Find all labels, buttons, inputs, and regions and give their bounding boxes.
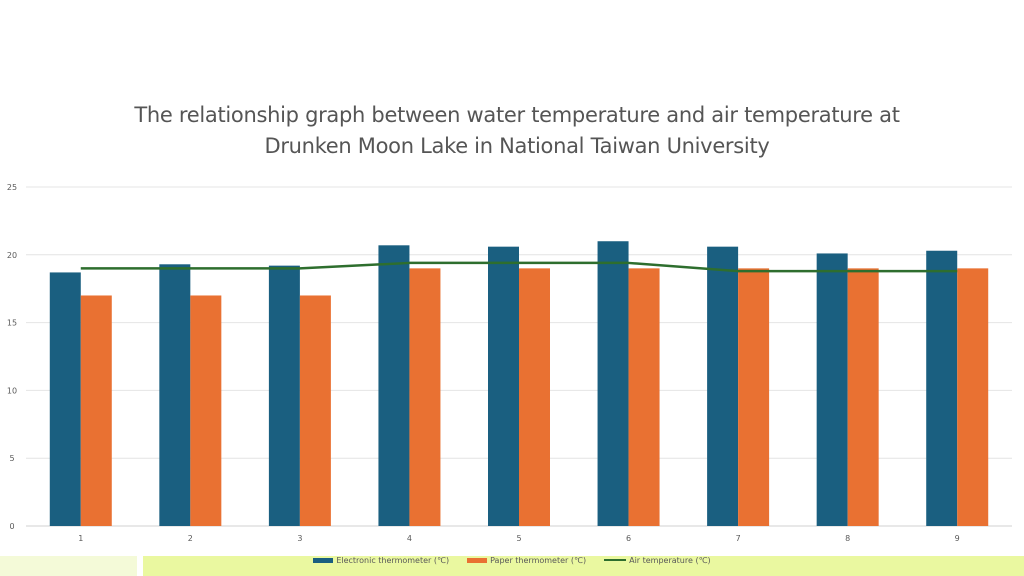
x-tick-label: 6 bbox=[626, 534, 631, 543]
bar-paper bbox=[409, 268, 441, 526]
bar-electronic bbox=[159, 264, 191, 526]
x-tick-label: 2 bbox=[188, 534, 193, 543]
bar-electronic bbox=[707, 246, 739, 526]
x-tick-label: 8 bbox=[845, 534, 850, 543]
y-tick-label: 10 bbox=[7, 386, 17, 395]
chart-title-line-1: The relationship graph between water tem… bbox=[134, 103, 900, 127]
bar-electronic bbox=[597, 241, 629, 527]
x-tick-label: 5 bbox=[516, 534, 521, 543]
legend-swatch-paper bbox=[467, 557, 488, 563]
bar-electronic bbox=[816, 253, 848, 526]
bar-electronic bbox=[488, 246, 519, 526]
legend-swatch-air bbox=[604, 559, 627, 561]
legend-item-electronic: Electronic thermometer (℃) bbox=[313, 556, 449, 565]
legend-label-air: Air temperature (℃) bbox=[629, 555, 711, 565]
bar-electronic bbox=[49, 272, 81, 526]
bar-paper bbox=[80, 295, 112, 526]
y-tick-label: 0 bbox=[9, 522, 14, 531]
x-tick-label: 9 bbox=[955, 534, 960, 543]
x-tick-label: 4 bbox=[407, 534, 412, 543]
bar-paper bbox=[628, 268, 660, 526]
footer-band-left bbox=[0, 556, 137, 576]
legend-swatch-electronic bbox=[313, 557, 334, 563]
bar-electronic bbox=[926, 250, 958, 526]
line-air-temperature bbox=[80, 261, 958, 273]
bar-paper bbox=[957, 268, 989, 526]
bar-paper bbox=[190, 295, 222, 526]
y-tick-label: 5 bbox=[9, 454, 14, 463]
bar-paper bbox=[738, 268, 770, 526]
y-tick-label: 20 bbox=[7, 251, 17, 260]
x-tick-label: 7 bbox=[736, 534, 741, 543]
legend-item-air: Air temperature (℃) bbox=[604, 556, 711, 565]
bar-electronic bbox=[378, 245, 410, 527]
y-tick-label: 25 bbox=[7, 183, 17, 192]
legend-label-electronic: Electronic thermometer (℃) bbox=[336, 555, 450, 565]
chart-title-line-2: Drunken Moon Lake in National Taiwan Uni… bbox=[264, 134, 770, 158]
legend-label-paper: Paper thermometer (℃) bbox=[490, 555, 587, 565]
legend-item-paper: Paper thermometer (℃) bbox=[467, 556, 586, 565]
chart-legend: Electronic thermometer (℃) Paper thermom… bbox=[0, 553, 1024, 567]
y-tick-label: 15 bbox=[7, 319, 17, 328]
bar-paper bbox=[519, 268, 550, 526]
chart-title: The relationship graph between water tem… bbox=[0, 100, 1024, 162]
bar-electronic bbox=[268, 265, 300, 526]
bar-paper bbox=[299, 295, 331, 526]
bar-paper bbox=[847, 268, 879, 526]
footer-band-right bbox=[143, 556, 1024, 576]
x-tick-label: 1 bbox=[78, 534, 83, 543]
x-tick-label: 3 bbox=[297, 534, 302, 543]
